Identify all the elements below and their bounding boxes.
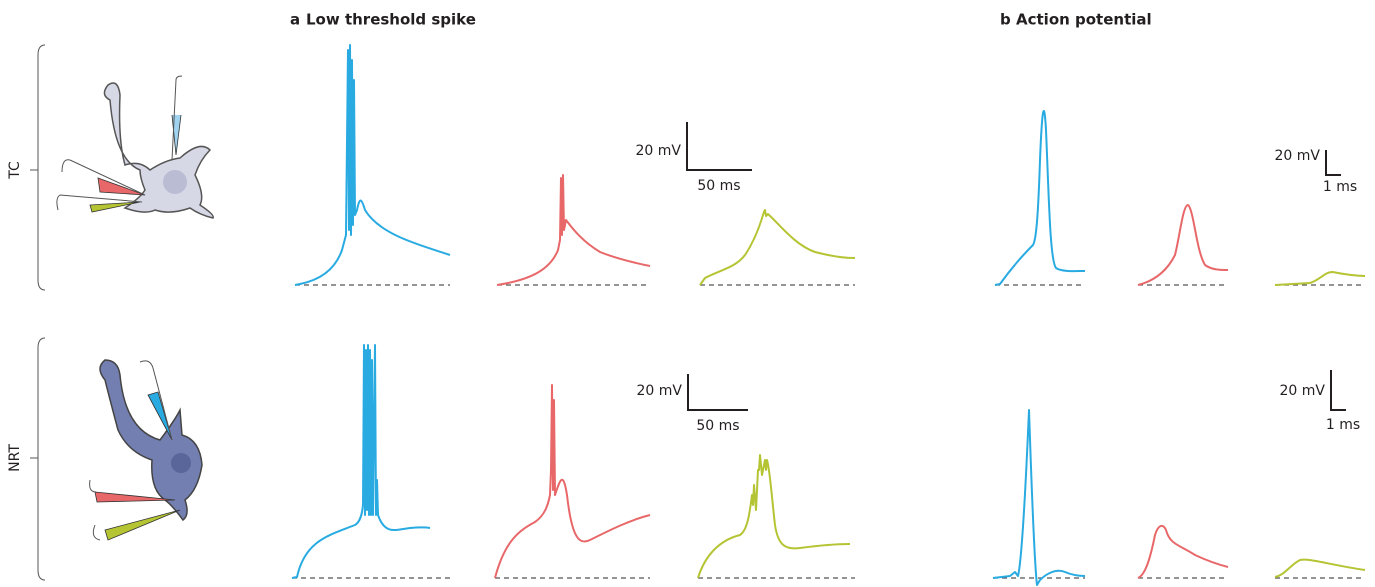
scale-voltage: 20 mV (637, 383, 683, 399)
row-bracket (30, 337, 46, 581)
scale-time: 1 ms (1323, 179, 1357, 195)
nrt-traces (291, 344, 1366, 586)
row-label: NRT (7, 444, 23, 472)
row-label: TC (7, 161, 23, 180)
scale-time: 50 ms (697, 178, 740, 194)
panel-letter: b (1000, 11, 1011, 29)
scale-bar (686, 122, 752, 171)
scale-bar (687, 374, 748, 411)
tc-cell (56, 75, 214, 219)
panel-title: Action potential (1016, 11, 1152, 29)
scale-bar (1325, 150, 1341, 176)
scale-time: 50 ms (696, 418, 739, 434)
tc-traces (294, 44, 1366, 286)
scale-voltage: 20 mV (636, 143, 682, 159)
scale-voltage: 20 mV (1280, 383, 1326, 399)
row-bracket (30, 44, 46, 291)
scale-time: 1 ms (1326, 417, 1360, 433)
panel-letter: a (290, 11, 300, 29)
panel-title: Low threshold spike (306, 11, 476, 29)
nrt-cell (89, 359, 203, 541)
scale-voltage: 20 mV (1275, 148, 1321, 164)
scale-bar (1330, 370, 1346, 411)
